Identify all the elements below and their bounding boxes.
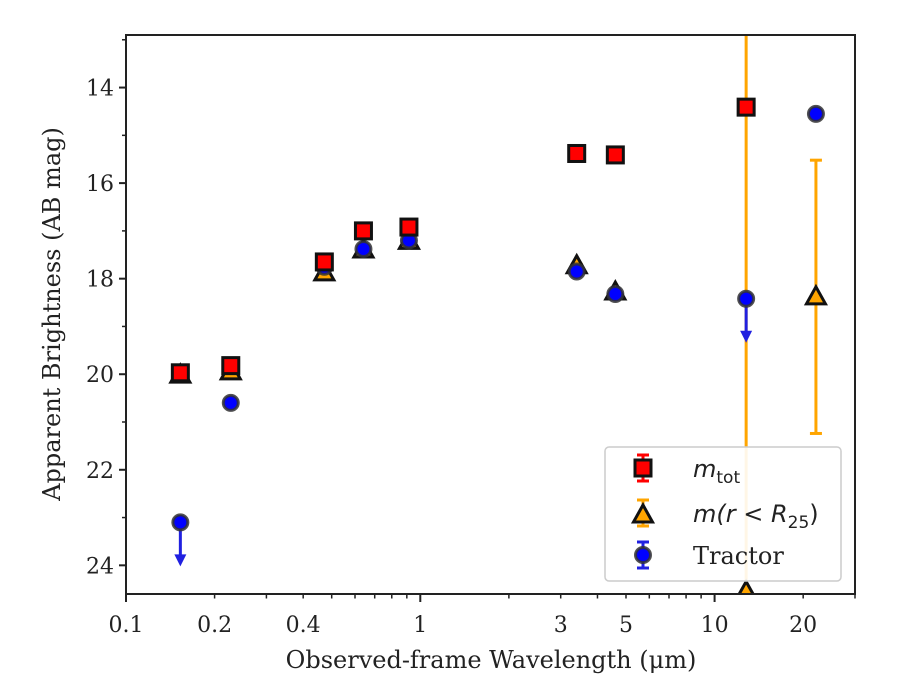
y-tick-label-4: 22 bbox=[86, 459, 114, 484]
m-tot-point-0 bbox=[170, 363, 190, 383]
x-tick-label-7: 20 bbox=[789, 613, 817, 638]
tractor-point-8 bbox=[806, 104, 825, 123]
x-tick-label-2: 0.4 bbox=[286, 613, 321, 638]
m-tot-point-7 bbox=[736, 97, 756, 117]
legend-label-1: m(r < R25) bbox=[693, 500, 819, 533]
x-tick-label-6: 10 bbox=[701, 613, 729, 638]
legend: mtot m(r < R25) Tractor bbox=[604, 446, 842, 582]
tractor-point-3 bbox=[354, 240, 373, 259]
m-tot-point-4 bbox=[399, 217, 419, 237]
legend-box bbox=[604, 446, 842, 582]
y-tick-label-3: 20 bbox=[86, 363, 114, 388]
m-tot-point-3 bbox=[353, 221, 373, 241]
legend-marker-2 bbox=[634, 546, 652, 564]
y-tick-label-0: 14 bbox=[86, 77, 114, 102]
y-tick-label-5: 24 bbox=[86, 554, 114, 579]
x-tick-label-3: 1 bbox=[413, 613, 427, 638]
tractor-upper-limit-arrow-0-head bbox=[174, 554, 187, 567]
m-r-r25--point-7 bbox=[737, 578, 755, 594]
tractor-upper-limit-arrow-7-head bbox=[740, 330, 753, 343]
tractor-point-0 bbox=[171, 513, 190, 532]
m-tot-point-2 bbox=[314, 252, 334, 272]
x-tick-label-5: 5 bbox=[619, 613, 633, 638]
legend-marker-0 bbox=[633, 458, 653, 478]
tractor-point-1 bbox=[221, 393, 240, 412]
legend-label-0: mtot bbox=[693, 455, 740, 488]
tractor-point-7 bbox=[737, 289, 756, 308]
axes: 14 16 18 20 22 24 0.1 0.2 0.4 1 3 5 10 20 bbox=[86, 34, 856, 638]
plot-frame bbox=[125, 34, 856, 595]
y-tick-label-1: 16 bbox=[86, 172, 114, 197]
legend-label-2: Tractor bbox=[693, 542, 784, 570]
tractor-point-6 bbox=[606, 284, 625, 303]
y-axis-label: Apparent Brightness (AB mag) bbox=[38, 127, 66, 502]
x-tick-label-4: 3 bbox=[554, 613, 568, 638]
x-axis-label: Observed-frame Wavelength (μm) bbox=[286, 646, 697, 674]
x-tick-label-0: 0.1 bbox=[109, 613, 144, 638]
legend-marker-1 bbox=[630, 501, 656, 524]
tractor-point-5 bbox=[567, 262, 586, 281]
m-tot-point-5 bbox=[567, 143, 587, 163]
y-tick-label-2: 18 bbox=[86, 268, 114, 293]
x-tick-label-1: 0.2 bbox=[197, 613, 232, 638]
m-r-r25--point-8 bbox=[803, 283, 828, 306]
m-tot-point-6 bbox=[605, 145, 625, 165]
m-tot-point-1 bbox=[221, 356, 241, 376]
